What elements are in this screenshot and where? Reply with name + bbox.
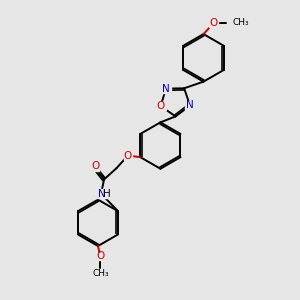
- Bar: [96, 253, 104, 260]
- Text: O: O: [124, 151, 132, 160]
- Text: O: O: [91, 161, 99, 171]
- Bar: [209, 19, 218, 27]
- Text: H: H: [103, 189, 111, 199]
- Bar: [185, 101, 195, 110]
- Bar: [124, 152, 132, 160]
- Bar: [156, 101, 166, 110]
- Text: N: N: [98, 189, 106, 199]
- Text: O: O: [157, 101, 165, 111]
- Bar: [96, 189, 108, 198]
- Text: N: N: [162, 84, 170, 94]
- Text: O: O: [210, 18, 218, 28]
- Text: CH₃: CH₃: [92, 268, 109, 278]
- Text: CH₃: CH₃: [233, 18, 250, 27]
- Text: O: O: [96, 251, 104, 261]
- Text: N: N: [186, 100, 194, 110]
- Bar: [161, 84, 171, 93]
- Bar: [91, 163, 99, 171]
